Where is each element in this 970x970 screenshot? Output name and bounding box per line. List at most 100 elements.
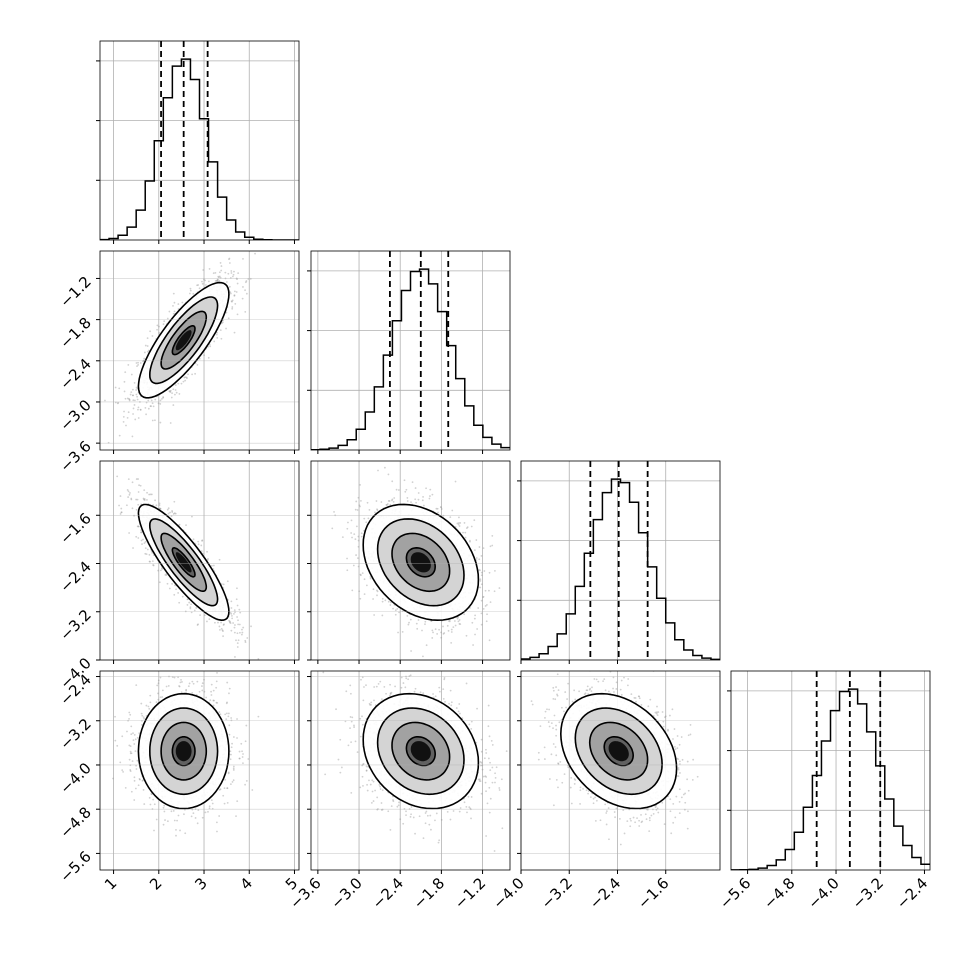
scatter-point <box>143 498 146 500</box>
scatter-point <box>145 553 148 556</box>
scatter-point <box>401 630 404 633</box>
scatter-point <box>407 623 410 626</box>
scatter-point <box>169 391 172 394</box>
y-tick-label: −1.2 <box>56 273 94 311</box>
scatter-point <box>150 493 153 496</box>
scatter-point <box>381 597 384 600</box>
contour-line <box>137 281 230 399</box>
scatter-point <box>128 493 131 496</box>
scatter-point <box>240 633 243 636</box>
scatter-point <box>360 499 362 502</box>
scatter-point <box>357 565 360 568</box>
scatter-point <box>234 611 236 613</box>
scatter-point <box>463 613 466 616</box>
scatter-point <box>149 405 152 408</box>
y-tick-label: −3.2 <box>56 606 94 644</box>
scatter-point <box>235 291 238 293</box>
scatter-point <box>177 382 180 385</box>
scatter-point <box>221 629 224 632</box>
scatter-point <box>159 399 162 402</box>
scatter-point <box>368 508 371 511</box>
scatter-point <box>204 279 207 282</box>
scatter-point <box>346 557 348 560</box>
scatter-point <box>136 398 139 401</box>
scatter-point <box>225 311 228 314</box>
contour-line <box>148 518 219 607</box>
scatter-point <box>130 497 133 500</box>
scatter-point <box>143 542 146 544</box>
scatter-point <box>241 297 244 300</box>
scatter-point <box>245 280 248 282</box>
scatter-point <box>137 537 140 539</box>
scatter-point <box>146 350 149 353</box>
scatter-point <box>130 373 133 376</box>
scatter-point <box>169 511 171 514</box>
scatter-point <box>425 487 427 490</box>
panel-frame <box>99 250 300 451</box>
scatter-point <box>359 574 362 577</box>
scatter-point <box>229 291 232 294</box>
scatter-point <box>359 483 361 486</box>
scatter-point <box>196 624 199 626</box>
scatter-point <box>359 597 362 600</box>
scatter-point <box>151 335 154 337</box>
scatter-point <box>218 271 221 274</box>
scatter-point <box>174 389 177 391</box>
scatter-point <box>158 581 161 584</box>
scatter-point <box>396 607 399 610</box>
scatter-point <box>124 397 127 400</box>
scatter-point <box>187 373 189 376</box>
scatter-point <box>197 543 200 546</box>
panel-frame <box>310 250 511 451</box>
scatter-point <box>159 507 161 510</box>
panel-0-0 <box>96 40 300 244</box>
scatter-point <box>160 567 163 569</box>
panel-1-0: −3.6−3.0−2.4−1.8−1.2 <box>56 250 300 476</box>
scatter-point <box>216 280 219 283</box>
y-tick-label: −1.6 <box>56 509 94 547</box>
scatter-point <box>132 547 134 549</box>
scatter-point <box>118 504 120 507</box>
scatter-point <box>117 401 120 404</box>
scatter-point <box>129 492 131 494</box>
scatter-point <box>480 612 483 615</box>
scatter-point <box>201 282 204 285</box>
scatter-point <box>458 619 461 621</box>
scatter-point <box>236 646 239 648</box>
scatter-point <box>234 624 236 626</box>
scatter-point <box>178 523 181 526</box>
scatter-point <box>410 501 412 503</box>
scatter-point <box>237 639 240 642</box>
scatter-point <box>411 481 414 484</box>
scatter-point <box>150 399 153 402</box>
scatter-point <box>431 629 434 632</box>
scatter-point <box>171 392 173 395</box>
scatter-point <box>136 498 139 501</box>
scatter-point <box>127 411 130 414</box>
scatter-point <box>170 396 173 399</box>
scatter-point <box>236 616 238 618</box>
scatter-point <box>144 547 147 550</box>
scatter-point <box>125 424 127 427</box>
scatter-point <box>233 331 236 334</box>
scatter-point <box>118 387 121 390</box>
scatter-point <box>478 568 480 571</box>
scatter-point <box>137 361 139 364</box>
scatter-point <box>493 590 496 593</box>
scatter-point <box>171 511 174 513</box>
scatter-point <box>237 623 240 626</box>
scatter-point <box>185 376 188 379</box>
scatter-point <box>357 557 359 560</box>
scatter-point <box>216 278 219 281</box>
scatter-point <box>149 560 151 563</box>
scatter-point <box>162 396 165 398</box>
scatter-point <box>197 284 200 286</box>
scatter-point <box>231 617 234 620</box>
scatter-point <box>410 650 412 652</box>
scatter-point <box>144 406 147 409</box>
scatter-point <box>180 382 183 385</box>
scatter-point <box>233 270 235 273</box>
histogram-step-line <box>100 58 299 240</box>
scatter-point <box>476 628 479 630</box>
scatter-point <box>442 625 444 628</box>
